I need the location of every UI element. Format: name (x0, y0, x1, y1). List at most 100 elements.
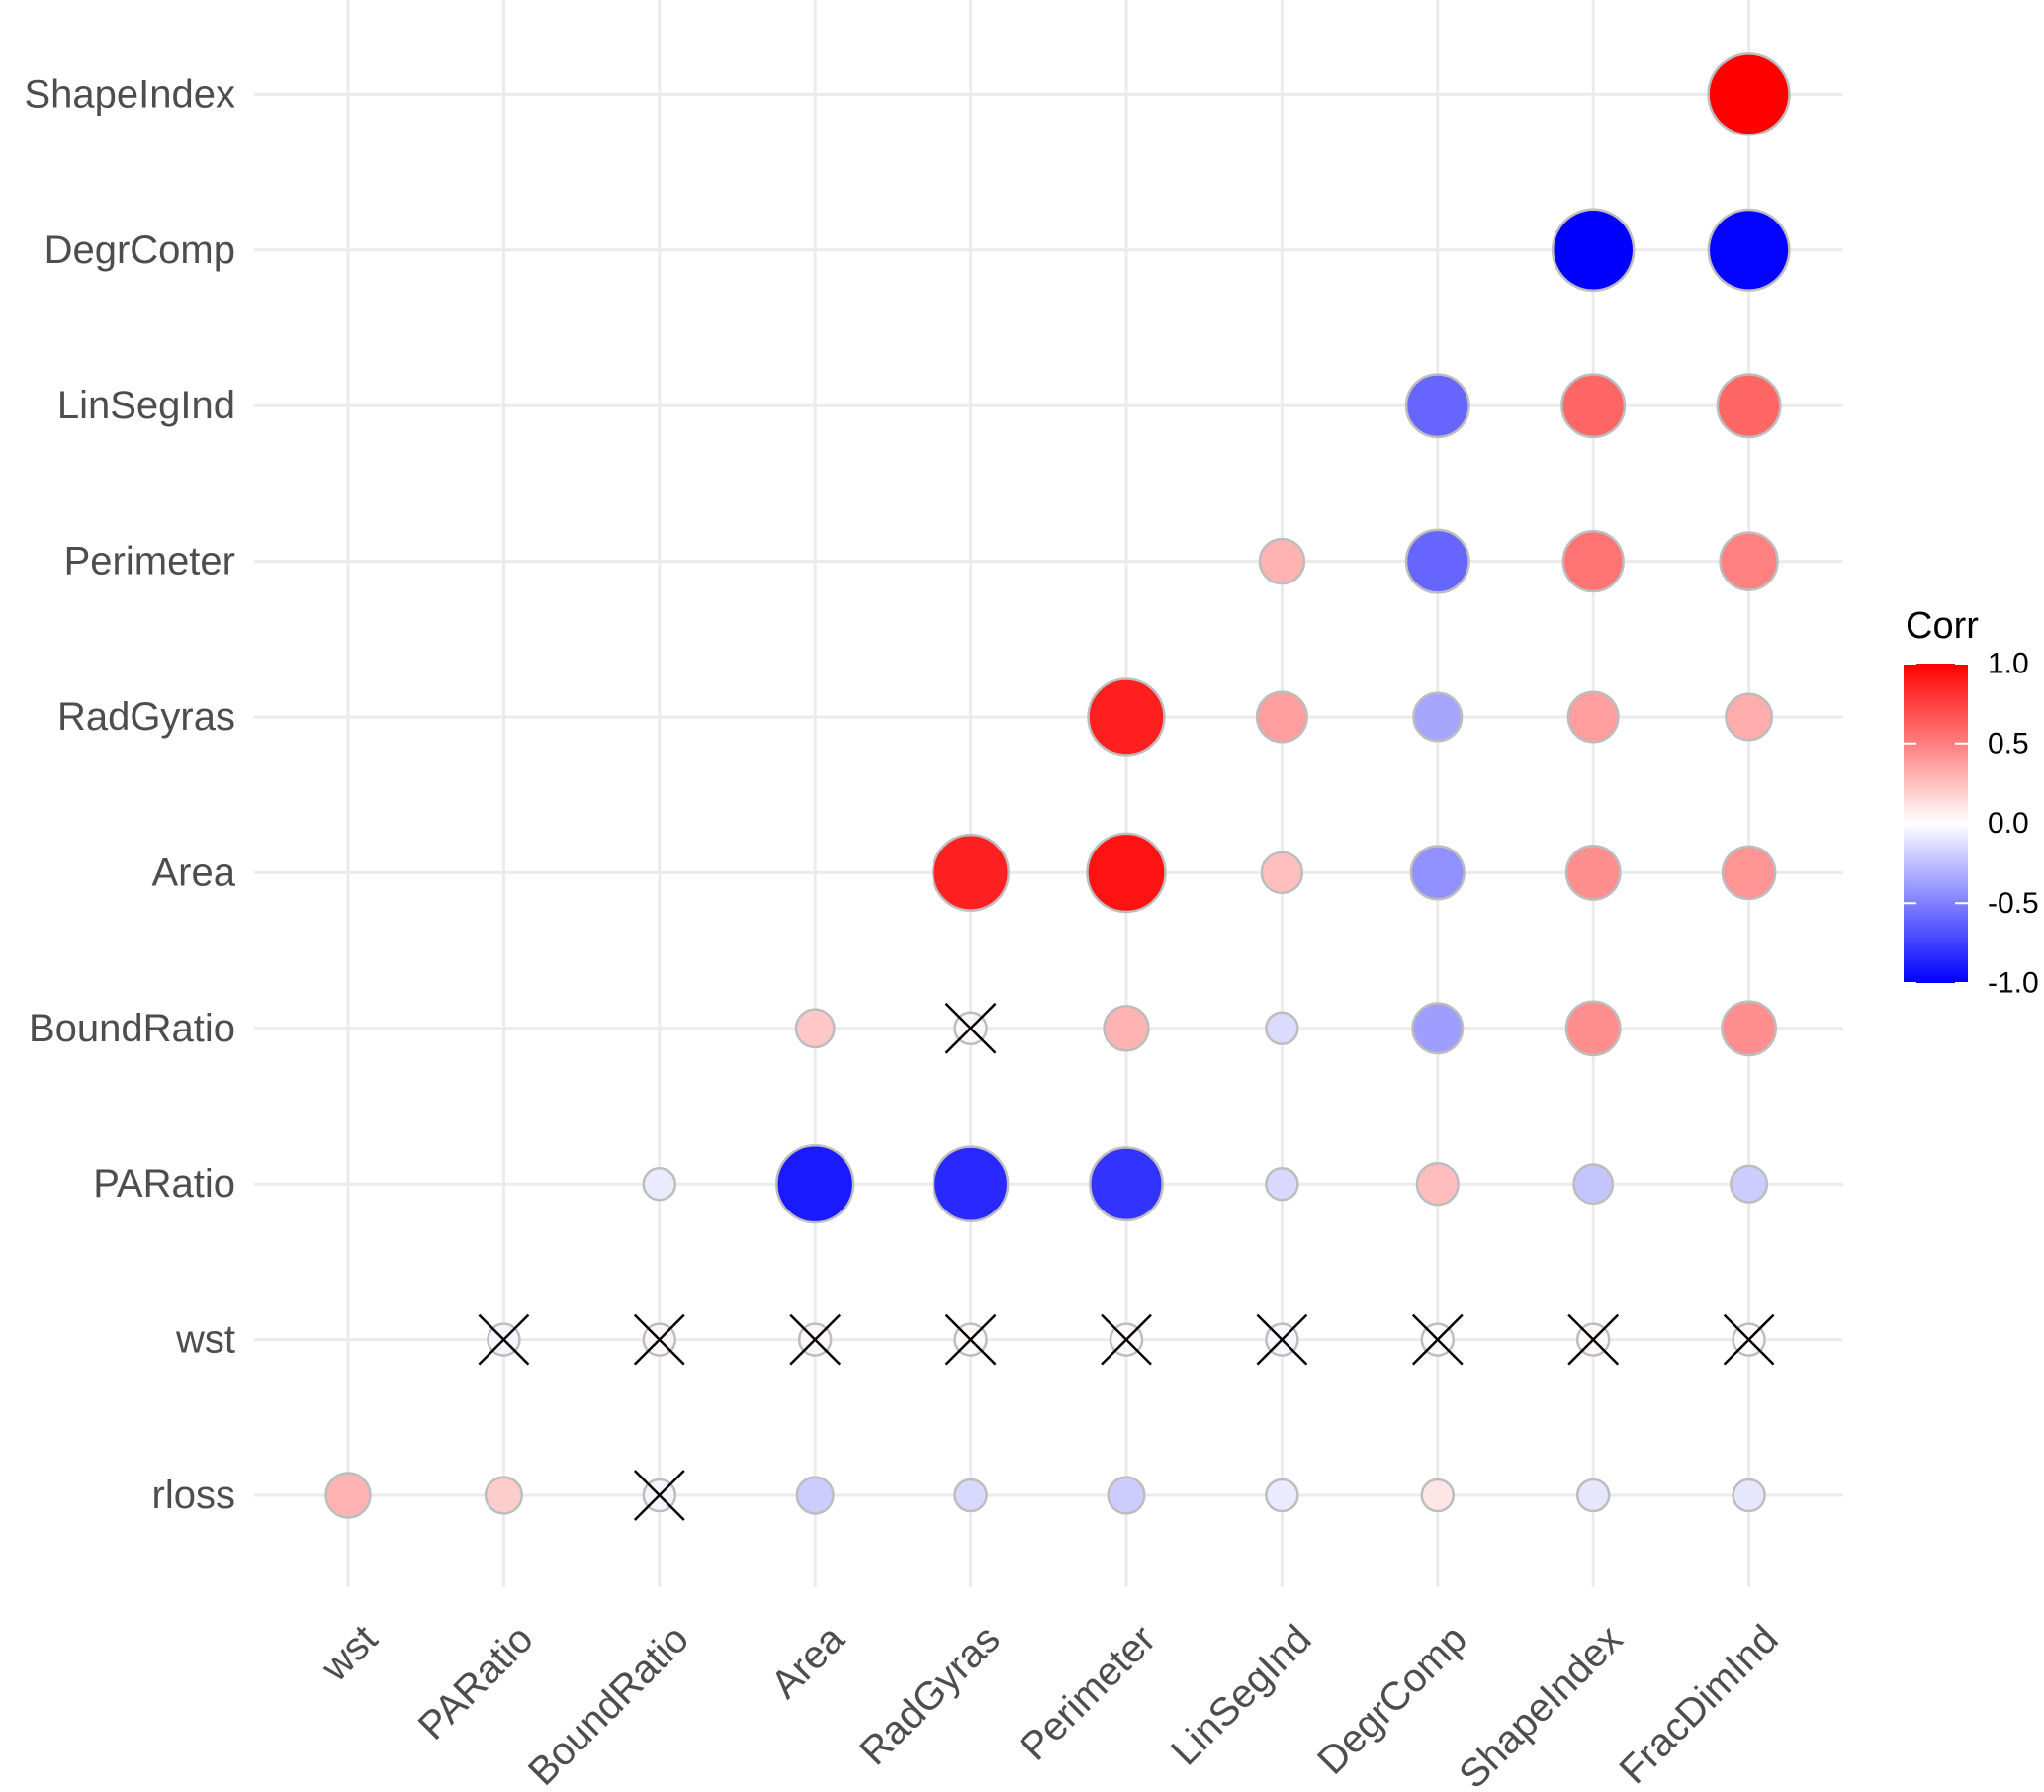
correlation-cell (1258, 537, 1306, 585)
y-tick-label: ShapeIndex (24, 72, 235, 116)
correlation-cell (1707, 52, 1791, 136)
correlation-cell (1260, 851, 1304, 895)
correlation-circle (1732, 1478, 1766, 1513)
correlation-circle (1404, 528, 1470, 594)
correlation-cell (1721, 1000, 1778, 1057)
correlation-circle (1730, 1164, 1769, 1204)
x-tick-label: FracDimInd (1611, 1617, 1786, 1792)
correlation-cell (484, 1476, 523, 1515)
correlation-circle (1721, 1000, 1778, 1057)
correlation-circle (1265, 1166, 1299, 1202)
correlation-cell (1412, 691, 1464, 743)
correlation-cell (944, 1313, 997, 1366)
y-tick-label: wst (175, 1318, 235, 1362)
correlation-cell (1560, 373, 1627, 439)
correlation-cell (1575, 1478, 1611, 1513)
legend-tick-label: 0.0 (1988, 807, 2029, 840)
x-tick-label: ShapeIndex (1451, 1617, 1631, 1792)
correlation-circle (1415, 1162, 1460, 1207)
y-tick-label: rloss (152, 1474, 235, 1517)
correlation-circle (1560, 373, 1627, 439)
correlation-cell (1721, 845, 1777, 901)
correlation-circle (1551, 208, 1636, 293)
correlation-circle (1265, 1011, 1299, 1046)
correlation-cell (633, 1470, 685, 1521)
correlation-cell (1265, 1166, 1299, 1202)
correlation-cell (1103, 1005, 1150, 1052)
correlation-cell (1561, 529, 1625, 593)
correlation-cell (1265, 1478, 1299, 1513)
correlation-cell (789, 1313, 842, 1366)
x-tick-label: LinSegInd (1163, 1617, 1320, 1774)
legend-tick-label: -1.0 (1988, 967, 2039, 1000)
correlation-circle (1564, 1000, 1622, 1057)
correlation-circle (1707, 52, 1791, 136)
correlation-cell (1567, 1313, 1620, 1366)
correlation-cell (775, 1144, 855, 1224)
correlation-cell (1732, 1478, 1766, 1513)
insignificant-cross-mark (789, 1313, 842, 1366)
insignificant-cross-mark (1723, 1313, 1775, 1366)
correlation-circle (1409, 845, 1466, 901)
correlation-cell (1566, 690, 1620, 744)
correlation-cell (1725, 692, 1774, 742)
x-tick-label: DegrComp (1309, 1617, 1475, 1783)
y-tick-label: Perimeter (64, 540, 235, 583)
correlation-circle (775, 1144, 855, 1224)
correlation-cell (1730, 1164, 1769, 1204)
x-tick-label: RadGyras (851, 1617, 1008, 1773)
correlation-circle (1404, 373, 1470, 439)
correlation-cell (324, 1472, 372, 1519)
correlation-cell (478, 1313, 530, 1366)
correlation-circle (1265, 1478, 1299, 1513)
correlation-circle (1412, 691, 1464, 743)
correlation-cell (1089, 1146, 1164, 1222)
correlation-cell (1551, 208, 1636, 293)
correlation-cell (932, 1145, 1010, 1223)
correlation-cell (1707, 208, 1791, 292)
correlation-circle (932, 1145, 1010, 1223)
correlation-circle (484, 1476, 523, 1515)
x-tick-label: wst (312, 1617, 386, 1690)
legend-tick-label: 1.0 (1988, 648, 2029, 680)
correlation-circle (1086, 832, 1167, 914)
correlation-circle (1255, 690, 1308, 744)
legend-tick-label: -0.5 (1988, 887, 2039, 920)
correlation-cell (1086, 832, 1167, 914)
correlation-circle (1716, 373, 1782, 439)
correlation-cell (1411, 1313, 1464, 1366)
correlation-circle (1260, 851, 1304, 895)
correlation-circle (795, 1476, 835, 1515)
correlation-circle (1725, 692, 1774, 742)
correlation-cell (1087, 677, 1166, 757)
correlation-cell (1107, 1476, 1146, 1515)
correlation-circle (953, 1478, 988, 1513)
correlation-circle (1575, 1478, 1611, 1513)
correlation-cell (1265, 1011, 1299, 1046)
correlation-circle (1561, 529, 1625, 593)
correlation-circle (1089, 1146, 1164, 1222)
correlation-circle (1420, 1478, 1456, 1513)
correlation-cell (1101, 1313, 1152, 1366)
correlation-circle (1721, 845, 1777, 901)
y-tick-label: PARatio (93, 1162, 235, 1206)
correlation-cell (1716, 373, 1782, 439)
correlation-circle (1566, 690, 1620, 744)
correlation-cell (1415, 1162, 1460, 1207)
correlation-cell (1411, 1002, 1465, 1055)
correlation-cell (1564, 1000, 1622, 1057)
correlation-cell (953, 1478, 988, 1513)
correlation-cell (1404, 528, 1470, 594)
correlation-cell (1572, 1163, 1615, 1206)
correlation-cell (794, 1008, 836, 1049)
x-tick-label: Area (762, 1617, 852, 1707)
correlation-circle (324, 1472, 372, 1519)
legend: Corr 1.0 0.5 0.0 -0.5 -1.0 (1904, 605, 2039, 1000)
correlation-circle (1258, 537, 1306, 585)
insignificant-cross-mark (944, 1002, 997, 1054)
y-tick-label: RadGyras (57, 695, 235, 739)
correlation-cell (1404, 373, 1470, 439)
correlation-circle (1087, 677, 1166, 757)
